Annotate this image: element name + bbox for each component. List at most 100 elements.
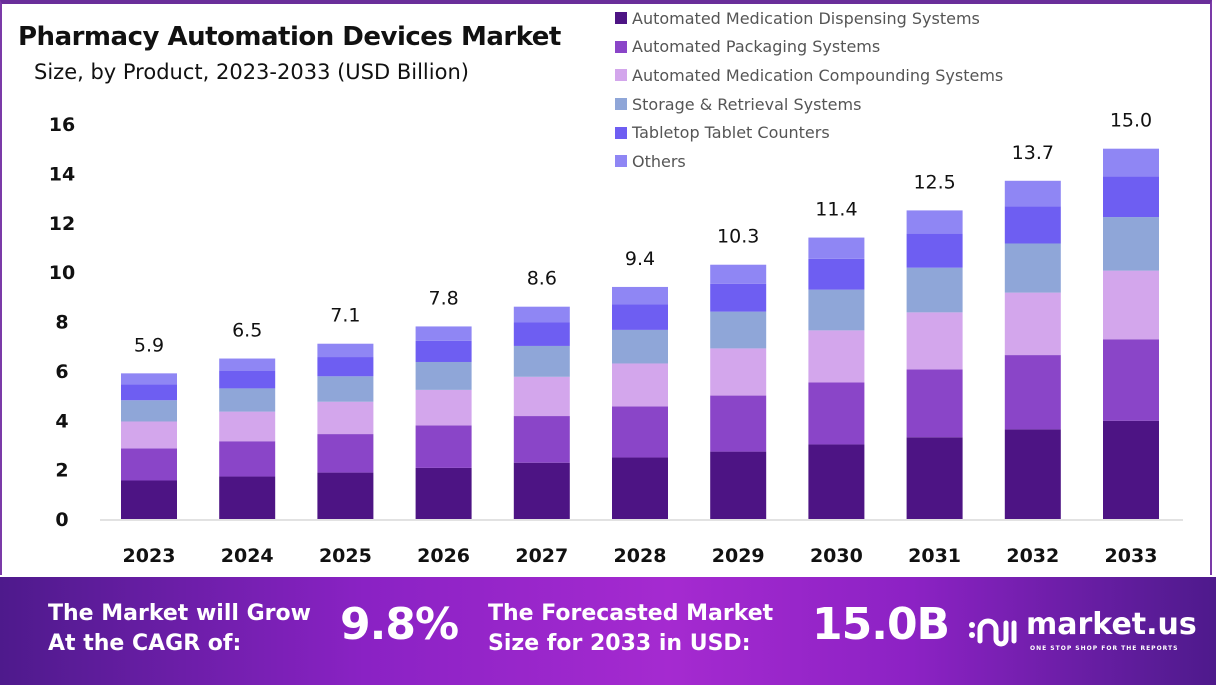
legend-swatch [615, 40, 627, 53]
x-tick-label: 2028 [614, 545, 667, 567]
legend-item: Others [615, 147, 1003, 176]
bar-stack-2031 [906, 210, 963, 519]
cagr-caption-line2: At the CAGR of: [48, 631, 242, 656]
bar-segment [710, 311, 767, 349]
bar-segment [513, 416, 570, 463]
bar-segment [219, 358, 276, 371]
bar-segment [808, 382, 865, 445]
bar-segment [317, 434, 374, 473]
bar-segment [415, 425, 472, 468]
bar-segment [121, 400, 177, 422]
bar-segment [415, 326, 472, 341]
bar-segment [808, 237, 865, 259]
legend-label: Storage & Retrieval Systems [632, 94, 862, 114]
bar-segment [710, 451, 767, 519]
bar-total-label: 9.4 [625, 248, 655, 270]
forecast-value: 15.0B [812, 599, 950, 650]
legend-swatch [615, 12, 627, 25]
bar-segment [121, 384, 177, 401]
bar-segment [219, 441, 276, 477]
bar-segment [808, 444, 865, 519]
y-tick-label: 2 [55, 460, 68, 482]
bar-segment [808, 289, 865, 331]
legend-swatch [615, 69, 627, 82]
x-tick-label: 2026 [417, 545, 470, 567]
bar-stack-2029 [710, 264, 767, 519]
bar-segment [710, 264, 767, 284]
bar-segment [513, 462, 570, 519]
legend-label: Tabletop Tablet Counters [632, 123, 830, 143]
cagr-caption-line1: The Market will Grow [48, 601, 311, 626]
y-tick-label: 12 [49, 213, 75, 235]
bar-segment [1004, 429, 1061, 519]
bar-segment [1103, 270, 1159, 340]
legend-label: Others [632, 151, 686, 171]
bar-segment [317, 343, 374, 358]
bar-segment [1103, 148, 1159, 177]
bar-segment [906, 312, 963, 370]
bar-segment [513, 376, 570, 417]
legend-item: Storage & Retrieval Systems [615, 90, 1003, 119]
bar-segment [121, 480, 177, 519]
bar-segment [808, 258, 865, 290]
legend-swatch [615, 155, 627, 168]
bar-segment [612, 406, 668, 458]
bar-segment [415, 361, 472, 390]
bar-segment [121, 421, 177, 449]
legend-item: Automated Packaging Systems [615, 33, 1003, 62]
bar-segment [219, 370, 276, 389]
bar-segment [1004, 243, 1061, 293]
bar-segment [317, 401, 374, 435]
legend-label: Automated Packaging Systems [632, 37, 881, 57]
x-tick-label: 2024 [221, 545, 274, 567]
bar-segment [1004, 206, 1061, 244]
bar-segment [1004, 180, 1061, 207]
chart-subtitle: Size, by Product, 2023-2033 (USD Billion… [34, 60, 469, 84]
bar-segment [612, 286, 668, 305]
logo-name: market.us [1026, 607, 1197, 642]
bar-stack-2026 [415, 326, 472, 519]
bar-stack-2024 [219, 358, 276, 519]
bar-segment [513, 345, 570, 377]
bar-segment [906, 210, 963, 234]
legend-label: Automated Medication Compounding Systems [632, 65, 1004, 85]
y-tick-label: 8 [55, 312, 68, 334]
bar-segment [513, 322, 570, 346]
bar-segment [317, 472, 374, 519]
bar-segment [317, 357, 374, 377]
cagr-caption: The Market will Grow At the CAGR of: [48, 599, 311, 659]
bar-segment [710, 395, 767, 452]
bar-total-label: 5.9 [134, 334, 164, 356]
bar-segment [906, 437, 963, 519]
legend-swatch [615, 126, 627, 139]
bar-segment [121, 373, 177, 385]
bar-total-label: 6.5 [232, 320, 262, 342]
bar-segment [612, 363, 668, 407]
bar-stack-2028 [612, 286, 668, 519]
bar-segment [808, 330, 865, 383]
x-tick-label: 2030 [810, 545, 863, 567]
bar-segment [1103, 339, 1159, 421]
bar-segment [1103, 176, 1159, 218]
bar-segment [219, 411, 276, 442]
bar-segment [219, 476, 276, 519]
bar-total-label: 11.4 [815, 199, 857, 221]
bar-stack-2033 [1103, 148, 1159, 519]
y-tick-label: 16 [49, 114, 75, 136]
y-tick-label: 14 [49, 163, 75, 185]
bar-total-label: 12.5 [913, 171, 955, 193]
y-tick-label: 10 [49, 262, 75, 284]
bar-total-label: 10.3 [717, 226, 759, 248]
bar-stack-2025 [317, 343, 374, 519]
bar-segment [317, 376, 374, 402]
x-tick-label: 2029 [712, 545, 765, 567]
bar-segment [612, 457, 668, 519]
legend: Automated Medication Dispensing Systems A… [615, 4, 1003, 176]
y-tick-label: 0 [55, 509, 68, 531]
bar-segment [415, 389, 472, 426]
summary-banner: The Market will Grow At the CAGR of: 9.8… [0, 577, 1216, 685]
bar-stack-2030 [808, 237, 865, 519]
logo-tagline: ONE STOP SHOP FOR THE REPORTS [1030, 645, 1179, 652]
forecast-caption-line1: The Forecasted Market [488, 601, 774, 626]
forecast-caption: The Forecasted Market Size for 2033 in U… [488, 599, 773, 659]
